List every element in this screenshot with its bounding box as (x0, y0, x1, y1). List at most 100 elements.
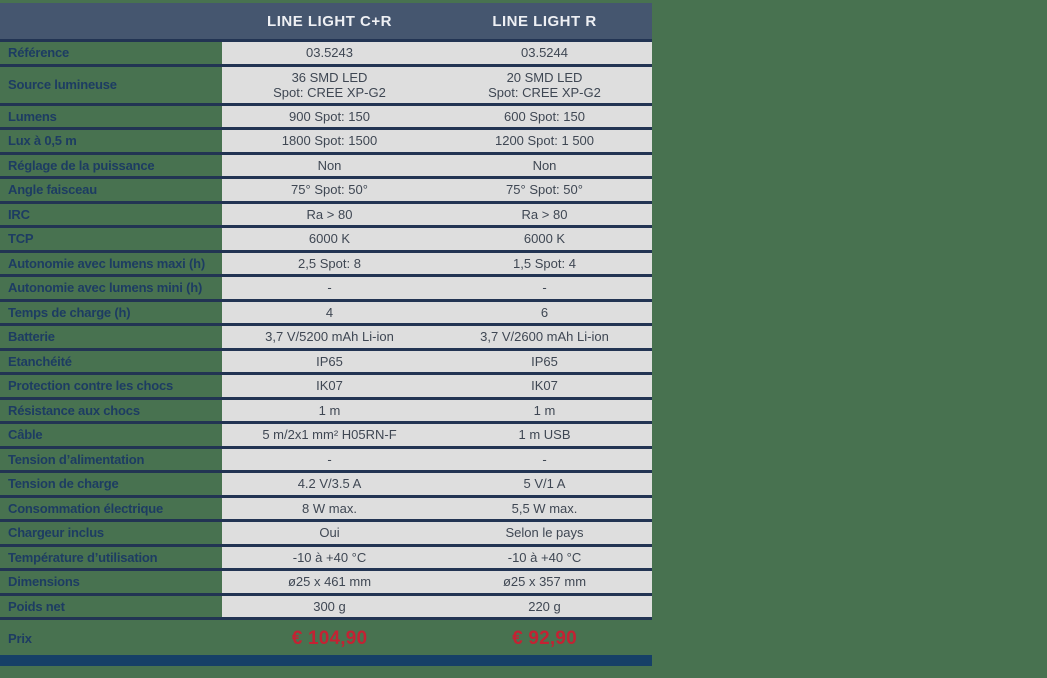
price-value-1: € 104,90 (291, 627, 368, 649)
row-value-1: 8 W max. (222, 497, 437, 519)
row-label: Tension d’alimentation (8, 451, 145, 467)
spec-row: Poids net 300 g 220 g (0, 595, 652, 620)
row-label: Réglage de la puissance (8, 157, 155, 173)
row-label: Source lumineuse (8, 77, 117, 92)
row-value-2: 20 SMD LED Spot: CREE XP-G2 (437, 66, 652, 103)
spec-table: LINE LIGHT C+R LINE LIGHT R Référence 03.… (0, 3, 652, 666)
row-value-1: IK07 (222, 375, 437, 397)
row-label: Consommation électrique (8, 500, 164, 516)
row-label: Temps de charge (h) (8, 304, 131, 320)
row-value-1: ø25 x 461 mm (222, 571, 437, 593)
row-label: Chargeur inclus (8, 525, 104, 541)
row-label: Dimensions (8, 574, 80, 590)
spec-row: IRC Ra > 80 Ra > 80 (0, 203, 652, 228)
row-label: Câble (8, 427, 43, 443)
row-label: Résistance aux chocs (8, 402, 140, 418)
spec-row: Etanchéité IP65 IP65 (0, 350, 652, 375)
spec-row: Source lumineuse 36 SMD LED Spot: CREE XP… (0, 66, 652, 106)
row-label: IRC (8, 206, 30, 222)
row-value-1: 300 g (222, 595, 437, 617)
row-label: Protection contre les chocs (8, 378, 174, 394)
row-label: Température d’utilisation (8, 549, 158, 565)
spec-row: Lumens 900 Spot: 150 600 Spot: 150 (0, 105, 652, 130)
row-value-2: 6 (437, 301, 652, 323)
row-value-1: 36 SMD LED Spot: CREE XP-G2 (222, 66, 437, 103)
spec-row: Autonomie avec lumens maxi (h) 2,5 Spot: … (0, 252, 652, 277)
row-value-1: Ra > 80 (222, 203, 437, 225)
row-value-1: - (222, 448, 437, 470)
row-value-1: 4.2 V/3.5 A (222, 473, 437, 495)
row-value-1: 6000 K (222, 228, 437, 250)
spec-row: Protection contre les chocs IK07 IK07 (0, 375, 652, 400)
row-value-2: 5,5 W max. (437, 497, 652, 519)
spec-row: Chargeur inclus Oui Selon le pays (0, 522, 652, 547)
row-label: Lumens (8, 108, 57, 124)
row-value-1: 3,7 V/5200 mAh Li-ion (222, 326, 437, 348)
row-value-1: 4 (222, 301, 437, 323)
row-value-2: 220 g (437, 595, 652, 617)
row-value-2: - (437, 448, 652, 470)
row-value-2: ø25 x 357 mm (437, 571, 652, 593)
price-row: Prix € 104,90 € 92,90 (0, 625, 652, 651)
row-value-2: Selon le pays (437, 522, 652, 544)
row-label: Tension de charge (8, 476, 119, 492)
row-value-1: Oui (222, 522, 437, 544)
table-header-row: LINE LIGHT C+R LINE LIGHT R (0, 3, 652, 42)
spec-row: TCP 6000 K 6000 K (0, 228, 652, 253)
spec-row: Autonomie avec lumens mini (h) - - (0, 277, 652, 302)
row-value-2: 1200 Spot: 1 500 (437, 130, 652, 152)
row-value-2: IK07 (437, 375, 652, 397)
spec-rows-container: Référence 03.5243 03.5244 Source lumineuse 3… (0, 42, 652, 620)
row-value-2: 1,5 Spot: 4 (437, 252, 652, 274)
row-label: Autonomie avec lumens maxi (h) (8, 255, 205, 271)
bottom-bar (0, 655, 652, 666)
row-value-2: -10 à +40 °C (437, 546, 652, 568)
spec-row: Tension d’alimentation - - (0, 448, 652, 473)
spec-row: Réglage de la puissance Non Non (0, 154, 652, 179)
spec-row: Angle faisceau 75° Spot: 50° 75° Spot: 50° (0, 179, 652, 204)
header-product-2: LINE LIGHT R (492, 12, 597, 30)
spec-row: Référence 03.5243 03.5244 (0, 42, 652, 67)
row-value-1: 03.5243 (222, 42, 437, 64)
row-value-2: IP65 (437, 350, 652, 372)
row-label: Poids net (8, 598, 65, 614)
row-label: Etanchéité (8, 353, 72, 369)
row-value-1: 1800 Spot: 1500 (222, 130, 437, 152)
row-value-1: 5 m/2x1 mm² H05RN-F (222, 424, 437, 446)
row-value-2: 600 Spot: 150 (437, 105, 652, 127)
row-value-2: Non (437, 154, 652, 176)
row-label: Autonomie avec lumens mini (h) (8, 280, 203, 296)
row-label: TCP (8, 231, 34, 247)
row-label: Référence (8, 45, 70, 61)
row-value-2: 5 V/1 A (437, 473, 652, 495)
price-value-2: € 92,90 (512, 627, 577, 649)
price-label: Prix (8, 630, 32, 646)
row-value-1: 900 Spot: 150 (222, 105, 437, 127)
header-product-1: LINE LIGHT C+R (267, 12, 392, 30)
row-value-1: -10 à +40 °C (222, 546, 437, 568)
spec-row: Lux à 0,5 m 1800 Spot: 1500 1200 Spot: 1 5… (0, 130, 652, 155)
row-label: Lux à 0,5 m (8, 133, 77, 149)
row-value-1: Non (222, 154, 437, 176)
spec-row: Temps de charge (h) 4 6 (0, 301, 652, 326)
spec-row: Température d’utilisation -10 à +40 °C -10… (0, 546, 652, 571)
row-value-2: 6000 K (437, 228, 652, 250)
row-value-2: 75° Spot: 50° (437, 179, 652, 201)
spec-row: Consommation électrique 8 W max. 5,5 W max… (0, 497, 652, 522)
spec-row: Câble 5 m/2x1 mm² H05RN-F 1 m USB (0, 424, 652, 449)
row-label: Angle faisceau (8, 182, 97, 198)
row-value-1: 2,5 Spot: 8 (222, 252, 437, 274)
row-value-1: 75° Spot: 50° (222, 179, 437, 201)
row-value-1: 1 m (222, 399, 437, 421)
row-value-2: 03.5244 (437, 42, 652, 64)
header-empty-cell (0, 3, 222, 39)
row-value-2: - (437, 277, 652, 299)
row-label: Batterie (8, 329, 55, 345)
spec-row: Batterie 3,7 V/5200 mAh Li-ion 3,7 V/2600 … (0, 326, 652, 351)
row-value-2: Ra > 80 (437, 203, 652, 225)
row-value-2: 3,7 V/2600 mAh Li-ion (437, 326, 652, 348)
spec-row: Dimensions ø25 x 461 mm ø25 x 357 mm (0, 571, 652, 596)
